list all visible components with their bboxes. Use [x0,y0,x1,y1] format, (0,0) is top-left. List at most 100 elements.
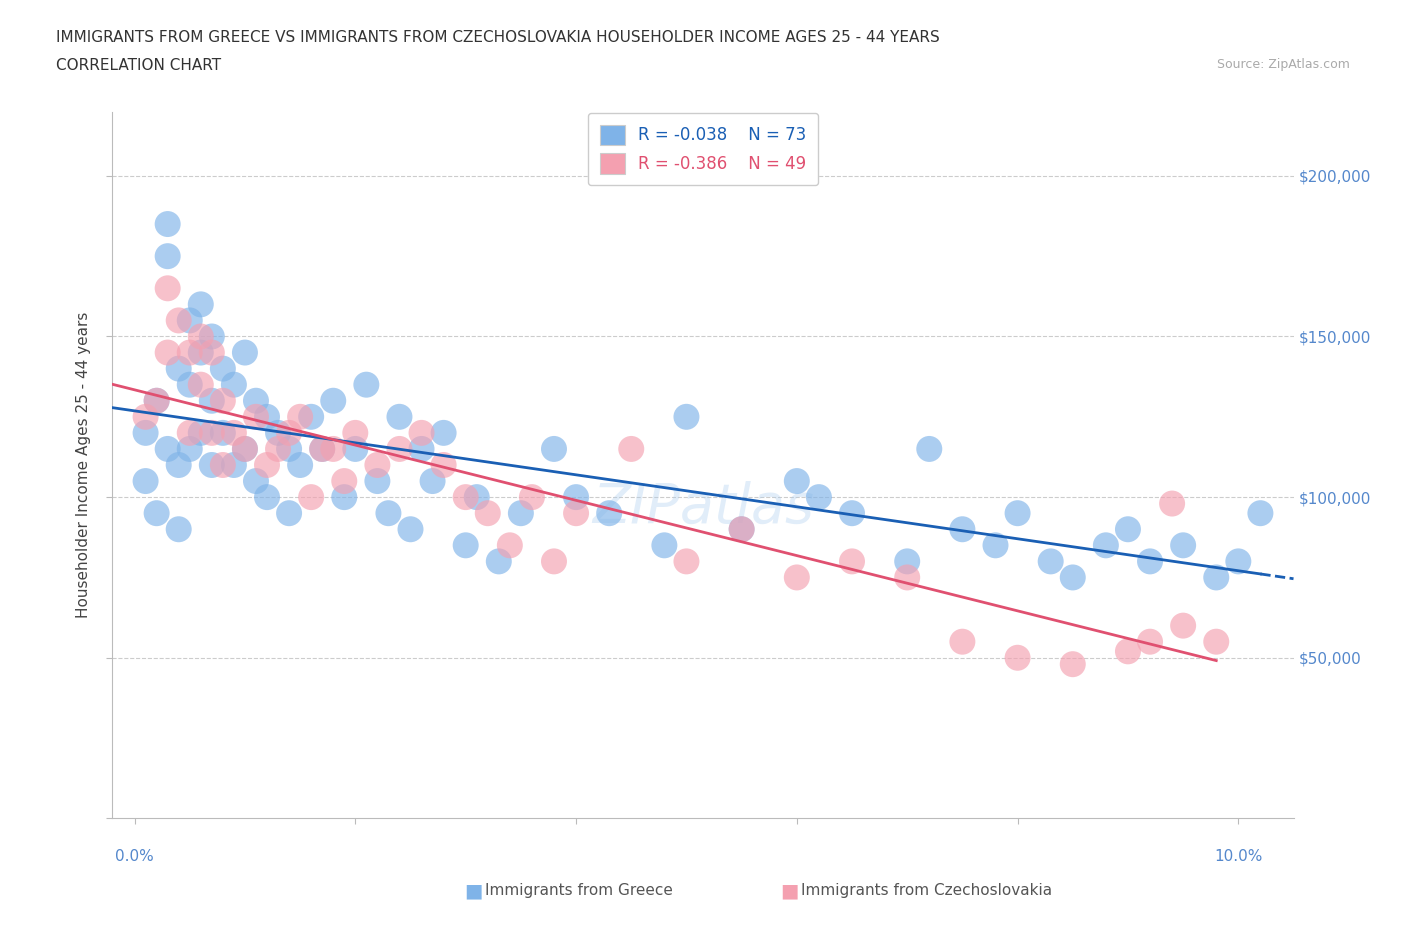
Text: Source: ZipAtlas.com: Source: ZipAtlas.com [1216,58,1350,71]
Point [156,248,179,263]
Point [654,538,676,552]
Point [145,393,167,408]
Point [333,490,356,505]
Point [807,490,830,505]
Point [135,473,157,488]
Point [984,538,1007,552]
Point [786,473,808,488]
Text: Immigrants from Greece: Immigrants from Greece [485,884,673,898]
Point [356,378,378,392]
Point [344,442,367,457]
Point [299,490,322,505]
Point [675,554,697,569]
Point [333,473,356,488]
Point [167,522,190,537]
Point [896,570,918,585]
Point [1062,657,1084,671]
Point [1139,634,1161,649]
Point [233,442,256,457]
Point [488,554,510,569]
Text: ZIPatlas: ZIPatlas [592,481,814,534]
Point [433,458,456,472]
Point [299,409,322,424]
Point [256,409,278,424]
Point [675,409,697,424]
Point [201,458,224,472]
Point [278,425,301,440]
Point [841,506,863,521]
Point [156,217,179,232]
Point [366,458,388,472]
Point [411,425,433,440]
Point [245,473,267,488]
Point [201,393,224,408]
Point [156,345,179,360]
Point [377,506,399,521]
Point [256,490,278,505]
Point [388,442,411,457]
Point [1171,618,1194,633]
Point [190,345,212,360]
Point [278,442,301,457]
Point [543,554,565,569]
Point [212,458,235,472]
Point [322,442,344,457]
Point [190,329,212,344]
Point [233,442,256,457]
Point [499,538,522,552]
Point [411,442,433,457]
Point [135,425,157,440]
Point [179,378,201,392]
Point [399,522,422,537]
Point [135,409,157,424]
Point [222,378,245,392]
Point [167,458,190,472]
Point [950,522,973,537]
Point [841,554,863,569]
Point [179,425,201,440]
Point [322,393,344,408]
Text: CORRELATION CHART: CORRELATION CHART [56,58,221,73]
Point [245,393,267,408]
Point [201,345,224,360]
Point [201,425,224,440]
Point [1205,634,1227,649]
Point [167,361,190,376]
Point [433,425,456,440]
Point [1249,506,1271,521]
Point [1007,506,1029,521]
Point [1139,554,1161,569]
Point [190,378,212,392]
Point [1171,538,1194,552]
Point [222,458,245,472]
Point [288,409,311,424]
Point [465,490,488,505]
Point [278,506,301,521]
Point [179,345,201,360]
Point [598,506,620,521]
Point [145,506,167,521]
Point [1095,538,1118,552]
Point [212,393,235,408]
Point [267,442,290,457]
Text: ■: ■ [464,882,482,900]
Point [730,522,752,537]
Point [950,634,973,649]
Point [1039,554,1062,569]
Point [918,442,941,457]
Point [145,393,167,408]
Y-axis label: Householder Income Ages 25 - 44 years: Householder Income Ages 25 - 44 years [76,312,91,618]
Point [543,442,565,457]
Point [344,425,367,440]
Point [156,281,179,296]
Point [1161,496,1184,511]
Point [520,490,543,505]
Point [565,506,588,521]
Point [179,442,201,457]
Point [366,473,388,488]
Point [786,570,808,585]
Point [156,442,179,457]
Point [222,425,245,440]
Point [509,506,531,521]
Point [212,425,235,440]
